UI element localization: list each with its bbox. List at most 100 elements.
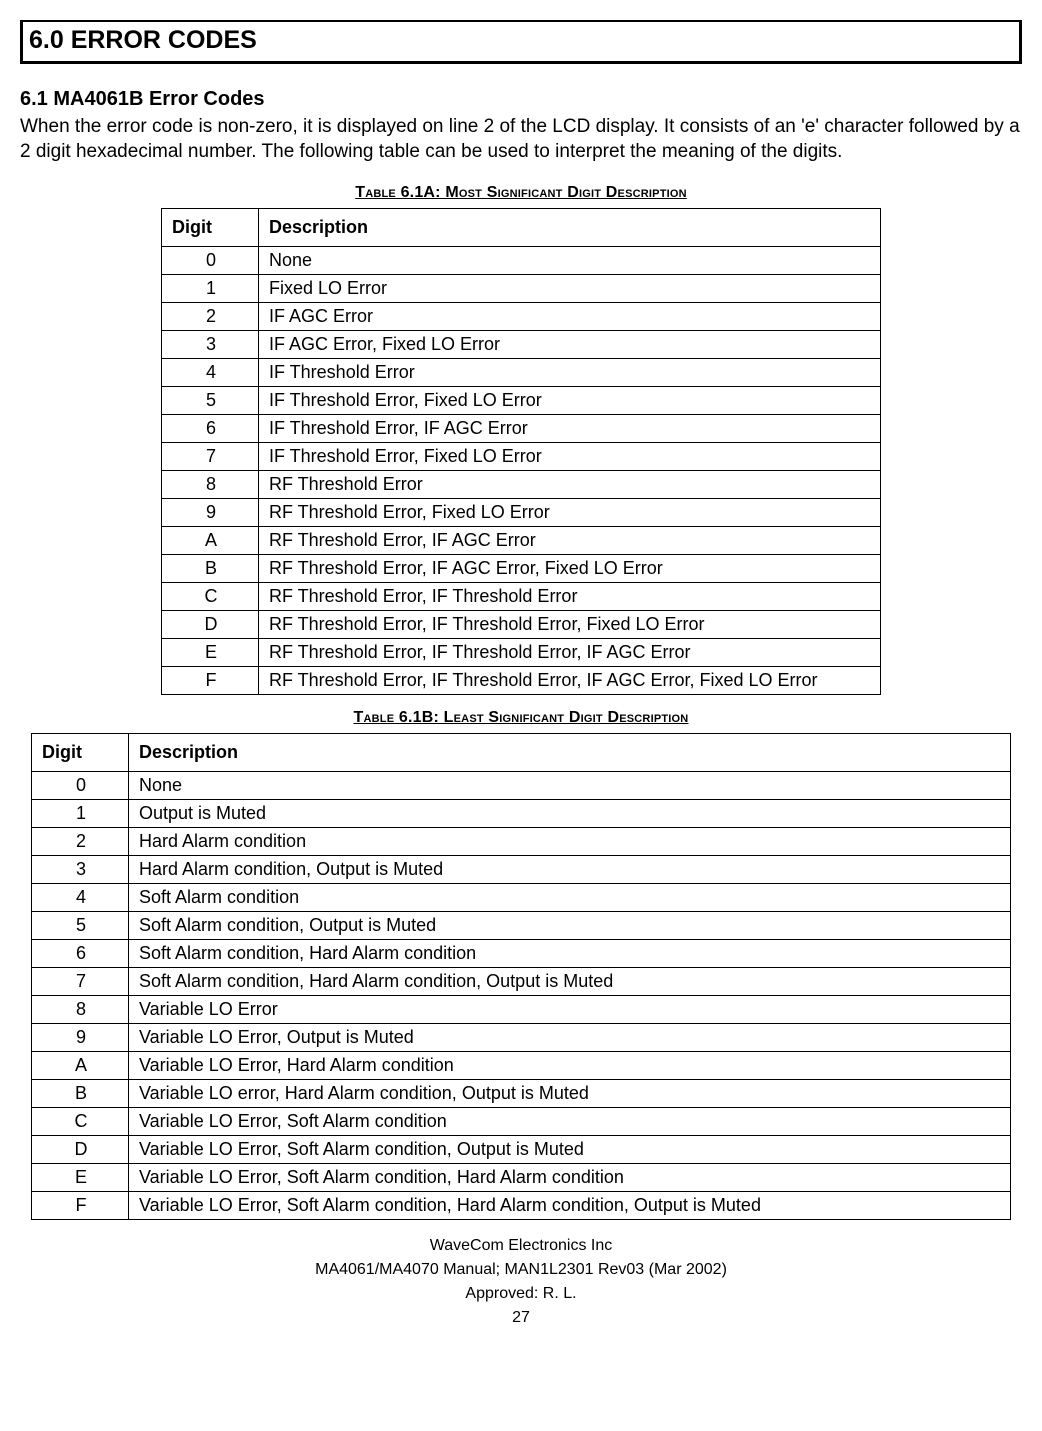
- table-row: 6Soft Alarm condition, Hard Alarm condit…: [32, 940, 1011, 968]
- cell-description: RF Threshold Error: [259, 471, 881, 499]
- cell-digit: A: [32, 1052, 129, 1080]
- cell-description: Variable LO error, Hard Alarm condition,…: [129, 1080, 1011, 1108]
- table-row: 0None: [32, 772, 1011, 800]
- cell-digit: 6: [32, 940, 129, 968]
- intro-paragraph: When the error code is non-zero, it is d…: [20, 115, 1022, 164]
- cell-digit: 7: [32, 968, 129, 996]
- cell-digit: 8: [32, 996, 129, 1024]
- cell-description: Variable LO Error, Soft Alarm condition: [129, 1108, 1011, 1136]
- cell-description: RF Threshold Error, IF AGC Error, Fixed …: [259, 555, 881, 583]
- table-b: Digit Description 0None1Output is Muted2…: [31, 733, 1011, 1220]
- table-row: BVariable LO error, Hard Alarm condition…: [32, 1080, 1011, 1108]
- table-row: DRF Threshold Error, IF Threshold Error,…: [162, 611, 881, 639]
- cell-description: IF Threshold Error: [259, 359, 881, 387]
- cell-digit: 0: [162, 247, 259, 275]
- table-row: DVariable LO Error, Soft Alarm condition…: [32, 1136, 1011, 1164]
- table-a-header-digit: Digit: [162, 209, 259, 247]
- cell-description: RF Threshold Error, IF Threshold Error, …: [259, 639, 881, 667]
- cell-digit: 9: [32, 1024, 129, 1052]
- cell-description: Variable LO Error, Soft Alarm condition,…: [129, 1136, 1011, 1164]
- cell-digit: F: [32, 1192, 129, 1220]
- table-row: CVariable LO Error, Soft Alarm condition: [32, 1108, 1011, 1136]
- cell-description: Soft Alarm condition, Hard Alarm conditi…: [129, 968, 1011, 996]
- table-row: BRF Threshold Error, IF AGC Error, Fixed…: [162, 555, 881, 583]
- cell-description: RF Threshold Error, IF Threshold Error, …: [259, 667, 881, 695]
- table-row: 7IF Threshold Error, Fixed LO Error: [162, 443, 881, 471]
- cell-description: Hard Alarm condition: [129, 828, 1011, 856]
- table-row: 4IF Threshold Error: [162, 359, 881, 387]
- cell-digit: 7: [162, 443, 259, 471]
- cell-digit: 3: [162, 331, 259, 359]
- table-row: 5Soft Alarm condition, Output is Muted: [32, 912, 1011, 940]
- cell-digit: 2: [162, 303, 259, 331]
- table-row: EVariable LO Error, Soft Alarm condition…: [32, 1164, 1011, 1192]
- table-row: 8RF Threshold Error: [162, 471, 881, 499]
- cell-digit: 0: [32, 772, 129, 800]
- table-a-caption: Table 6.1A: Most Significant Digit Descr…: [20, 184, 1022, 202]
- cell-description: Variable LO Error: [129, 996, 1011, 1024]
- table-b-caption: Table 6.1B: Least Significant Digit Desc…: [20, 709, 1022, 727]
- table-row: 6IF Threshold Error, IF AGC Error: [162, 415, 881, 443]
- cell-description: Output is Muted: [129, 800, 1011, 828]
- table-row: 3IF AGC Error, Fixed LO Error: [162, 331, 881, 359]
- cell-description: IF Threshold Error, Fixed LO Error: [259, 443, 881, 471]
- table-row: 7Soft Alarm condition, Hard Alarm condit…: [32, 968, 1011, 996]
- cell-digit: 8: [162, 471, 259, 499]
- cell-digit: E: [162, 639, 259, 667]
- cell-digit: C: [32, 1108, 129, 1136]
- cell-description: Variable LO Error, Output is Muted: [129, 1024, 1011, 1052]
- table-b-header-digit: Digit: [32, 734, 129, 772]
- table-row: 4Soft Alarm condition: [32, 884, 1011, 912]
- cell-digit: 1: [32, 800, 129, 828]
- cell-description: RF Threshold Error, Fixed LO Error: [259, 499, 881, 527]
- cell-description: Soft Alarm condition, Hard Alarm conditi…: [129, 940, 1011, 968]
- cell-description: Soft Alarm condition: [129, 884, 1011, 912]
- table-row: 1Output is Muted: [32, 800, 1011, 828]
- cell-description: Variable LO Error, Soft Alarm condition,…: [129, 1164, 1011, 1192]
- footer-company: WaveCom Electronics Inc: [20, 1234, 1022, 1258]
- cell-digit: C: [162, 583, 259, 611]
- footer-approved: Approved: R. L.: [20, 1282, 1022, 1306]
- table-row: 8Variable LO Error: [32, 996, 1011, 1024]
- cell-description: RF Threshold Error, IF Threshold Error, …: [259, 611, 881, 639]
- cell-digit: D: [32, 1136, 129, 1164]
- table-row: 2Hard Alarm condition: [32, 828, 1011, 856]
- table-row: 0None: [162, 247, 881, 275]
- table-b-header-desc: Description: [129, 734, 1011, 772]
- cell-description: Hard Alarm condition, Output is Muted: [129, 856, 1011, 884]
- cell-description: RF Threshold Error, IF Threshold Error: [259, 583, 881, 611]
- cell-digit: B: [32, 1080, 129, 1108]
- cell-description: Variable LO Error, Soft Alarm condition,…: [129, 1192, 1011, 1220]
- cell-digit: D: [162, 611, 259, 639]
- footer-manual: MA4061/MA4070 Manual; MAN1L2301 Rev03 (M…: [20, 1258, 1022, 1282]
- table-row: 3Hard Alarm condition, Output is Muted: [32, 856, 1011, 884]
- section-title: 6.0 ERROR CODES: [20, 20, 1022, 64]
- table-header-row: Digit Description: [162, 209, 881, 247]
- table-a: Digit Description 0None1Fixed LO Error2I…: [161, 208, 881, 695]
- page-footer: WaveCom Electronics Inc MA4061/MA4070 Ma…: [20, 1234, 1022, 1330]
- cell-description: None: [129, 772, 1011, 800]
- cell-digit: E: [32, 1164, 129, 1192]
- cell-description: IF Threshold Error, Fixed LO Error: [259, 387, 881, 415]
- cell-digit: 2: [32, 828, 129, 856]
- cell-description: IF Threshold Error, IF AGC Error: [259, 415, 881, 443]
- table-row: FRF Threshold Error, IF Threshold Error,…: [162, 667, 881, 695]
- cell-digit: 1: [162, 275, 259, 303]
- cell-digit: 5: [32, 912, 129, 940]
- cell-digit: B: [162, 555, 259, 583]
- table-header-row: Digit Description: [32, 734, 1011, 772]
- cell-description: None: [259, 247, 881, 275]
- cell-digit: 4: [162, 359, 259, 387]
- cell-description: Variable LO Error, Hard Alarm condition: [129, 1052, 1011, 1080]
- cell-digit: 3: [32, 856, 129, 884]
- table-row: ERF Threshold Error, IF Threshold Error,…: [162, 639, 881, 667]
- cell-description: IF AGC Error: [259, 303, 881, 331]
- cell-description: Soft Alarm condition, Output is Muted: [129, 912, 1011, 940]
- table-row: ARF Threshold Error, IF AGC Error: [162, 527, 881, 555]
- table-row: 2IF AGC Error: [162, 303, 881, 331]
- cell-digit: F: [162, 667, 259, 695]
- table-a-header-desc: Description: [259, 209, 881, 247]
- cell-digit: 9: [162, 499, 259, 527]
- cell-digit: 5: [162, 387, 259, 415]
- table-row: 9RF Threshold Error, Fixed LO Error: [162, 499, 881, 527]
